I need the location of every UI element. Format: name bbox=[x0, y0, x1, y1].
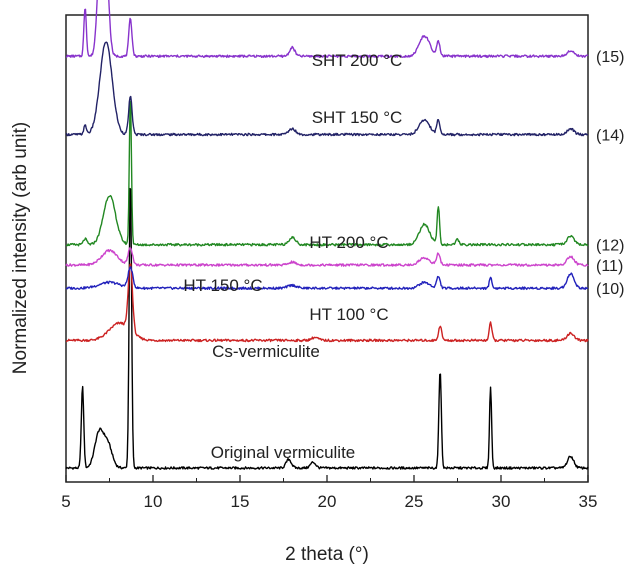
trace-labels: Original vermiculite Cs-vermiculite HT 100… bbox=[183, 51, 402, 462]
x-tick-label: 5 bbox=[61, 492, 70, 511]
x-axis-ticks: 5 10 15 20 25 30 35 bbox=[61, 475, 597, 511]
trace-label: HT 150 °C bbox=[183, 276, 262, 295]
trace-line-1 bbox=[65, 187, 589, 470]
trace-line-2 bbox=[65, 263, 589, 343]
trace-label: SHT 150 °C bbox=[312, 108, 403, 127]
trace-line-7 bbox=[65, 0, 589, 59]
side-labels: (10) (11) (12) (14) (15) bbox=[596, 49, 624, 298]
trace-line-5 bbox=[65, 100, 589, 247]
sample-number-label: (10) bbox=[596, 281, 624, 298]
sample-number-label: (12) bbox=[596, 238, 624, 255]
x-axis-title: 2 theta (°) bbox=[285, 544, 369, 565]
x-tick-label: 30 bbox=[492, 492, 511, 511]
sample-number-label: (15) bbox=[596, 49, 624, 66]
trace-line-3 bbox=[65, 266, 589, 291]
x-tick-label: 15 bbox=[231, 492, 250, 511]
trace-label: HT 100 °C bbox=[309, 305, 388, 324]
x-tick-label: 35 bbox=[579, 492, 598, 511]
x-tick-label: 10 bbox=[144, 492, 163, 511]
trace-label: Original vermiculite bbox=[211, 443, 356, 462]
y-axis-title: Normalized intensity (arb unit) bbox=[10, 122, 31, 374]
sample-number-label: (14) bbox=[596, 128, 624, 145]
trace-label: HT 200 °C bbox=[309, 233, 388, 252]
traces bbox=[65, 0, 589, 470]
trace-label: SHT 200 °C bbox=[312, 51, 403, 70]
trace-label: Cs-vermiculite bbox=[212, 342, 320, 361]
trace-line-6 bbox=[65, 41, 589, 137]
trace-line-4 bbox=[65, 247, 589, 267]
x-tick-label: 20 bbox=[318, 492, 337, 511]
x-tick-label: 25 bbox=[405, 492, 424, 511]
sample-number-label: (11) bbox=[596, 258, 623, 275]
